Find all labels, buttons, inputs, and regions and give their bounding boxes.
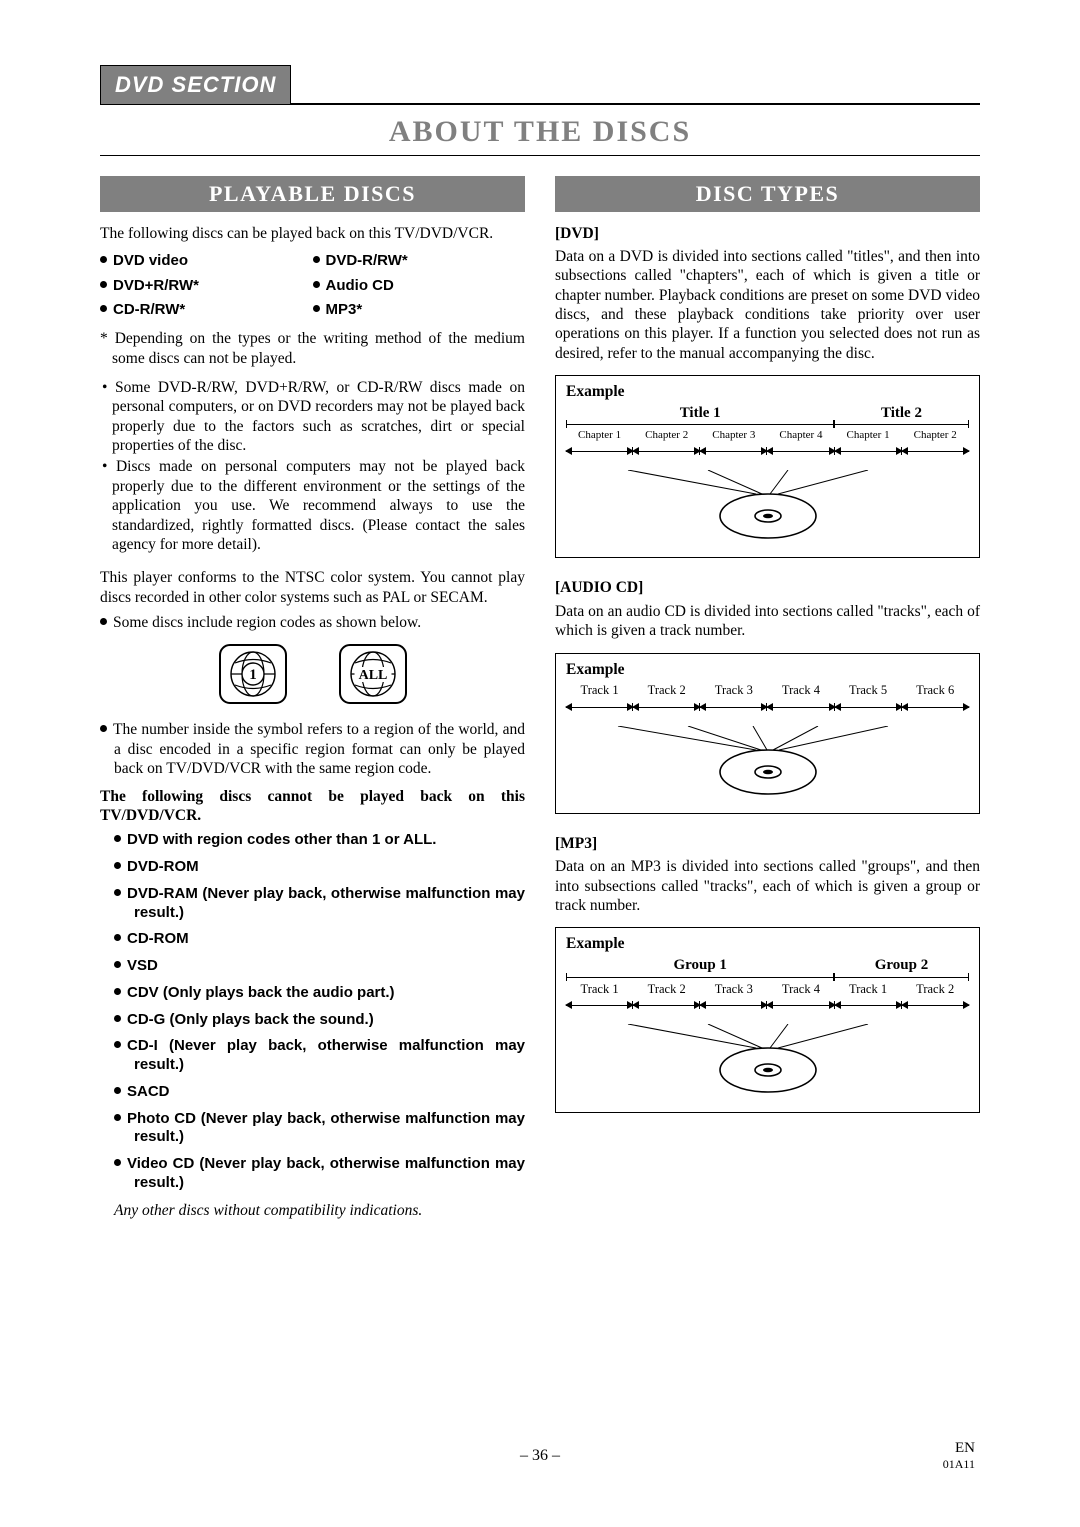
page-number: – 36 –	[0, 1447, 1080, 1465]
example-label: Example	[566, 660, 969, 679]
noplay-item: VSD	[100, 957, 525, 976]
dvd-head: [DVD]	[555, 224, 980, 243]
region-icon-all: ALL	[337, 642, 409, 706]
banner-playable: PLAYABLE DISCS	[100, 176, 525, 212]
track: Track 4	[767, 980, 834, 1007]
star-note: * Depending on the types or the writing …	[100, 329, 525, 368]
disc-icon	[578, 470, 958, 540]
caveat-list: Some DVD-R/RW, DVD+R/RW, or CD-R/RW disc…	[100, 378, 525, 554]
dvd-desc: Data on a DVD is divided into sections c…	[555, 247, 980, 363]
left-column: PLAYABLE DISCS The following discs can b…	[100, 176, 525, 1220]
noplay-item: CD-G (Only plays back the sound.)	[100, 1011, 525, 1030]
track: Track 1	[835, 980, 902, 1007]
mp3-head: [MP3]	[555, 834, 980, 853]
chapter: Chapter 1	[835, 427, 902, 452]
noplay-item: Video CD (Never play back, otherwise mal…	[100, 1155, 525, 1193]
list-item: CD-R/RW*	[100, 298, 313, 323]
noplay-item: DVD-RAM (Never play back, otherwise malf…	[100, 885, 525, 923]
mp3-desc: Data on an MP3 is divided into sections …	[555, 857, 980, 915]
lang-code: EN	[943, 1439, 975, 1457]
footer-right: EN 01A11	[943, 1439, 975, 1471]
svg-text:1: 1	[249, 667, 257, 683]
ntsc-note: This player conforms to the NTSC color s…	[100, 568, 525, 607]
group-header: Group 1	[566, 956, 834, 978]
noplay-item: CDV (Only plays back the audio part.)	[100, 984, 525, 1003]
chapter: Chapter 4	[767, 427, 834, 452]
track: Track 2	[902, 980, 969, 1007]
track: Track 1	[566, 980, 633, 1007]
cd-desc: Data on an audio CD is divided into sect…	[555, 602, 980, 641]
list-item: Audio CD	[313, 274, 526, 299]
caveat-item: Discs made on personal computers may not…	[100, 457, 525, 554]
number-note: The number inside the symbol refers to a…	[100, 720, 525, 778]
page-title: ABOUT THE DISCS	[100, 115, 980, 149]
example-label: Example	[566, 934, 969, 953]
noplay-item: DVD-ROM	[100, 858, 525, 877]
noplay-item: CD-I (Never play back, otherwise malfunc…	[100, 1037, 525, 1075]
cd-example: Example Track 1 Track 2 Track 3 Track 4 …	[555, 653, 980, 814]
banner-disctypes: DISC TYPES	[555, 176, 980, 212]
track: Track 3	[700, 681, 767, 708]
chapter: Chapter 3	[700, 427, 767, 452]
noplay-head: The following discs cannot be played bac…	[100, 787, 525, 826]
track: Track 4	[767, 681, 834, 708]
track: Track 1	[566, 681, 633, 708]
region-icon-1: 1	[217, 642, 289, 706]
page: DVD SECTION ABOUT THE DISCS PLAYABLE DIS…	[0, 0, 1080, 1527]
noplay-item: Photo CD (Never play back, otherwise mal…	[100, 1110, 525, 1148]
noplay-item: CD-ROM	[100, 930, 525, 949]
disc-icon	[578, 1024, 958, 1094]
cd-head: [AUDIO CD]	[555, 578, 980, 597]
list-item: DVD+R/RW*	[100, 274, 313, 299]
right-column: DISC TYPES [DVD] Data on a DVD is divide…	[555, 176, 980, 1220]
chapter: Chapter 2	[633, 427, 700, 452]
svg-text:ALL: ALL	[358, 668, 387, 683]
list-item: DVD-R/RW*	[313, 249, 526, 274]
track: Track 2	[633, 681, 700, 708]
track: Track 3	[700, 980, 767, 1007]
chapter: Chapter 2	[902, 427, 969, 452]
rule-thin	[100, 155, 980, 156]
group-header: Group 2	[834, 956, 968, 978]
list-item: MP3*	[313, 298, 526, 323]
track: Track 2	[633, 980, 700, 1007]
example-label: Example	[566, 382, 969, 401]
playable-list: DVD video DVD-R/RW* DVD+R/RW* Audio CD C…	[100, 249, 525, 323]
region-icons: 1 ALL	[100, 642, 525, 706]
section-tab: DVD SECTION	[100, 65, 291, 104]
chapter: Chapter 1	[566, 427, 633, 452]
noplay-item: SACD	[100, 1083, 525, 1102]
list-item: DVD video	[100, 249, 313, 274]
region-line: Some discs include region codes as shown…	[100, 613, 525, 632]
caveat-item: Some DVD-R/RW, DVD+R/RW, or CD-R/RW disc…	[100, 378, 525, 456]
disc-icon	[578, 726, 958, 796]
title-header: Title 2	[834, 404, 968, 426]
noplay-item: DVD with region codes other than 1 or AL…	[100, 831, 525, 850]
intro-text: The following discs can be played back o…	[100, 224, 525, 243]
mp3-example: Example Group 1 Group 2 Track 1 Track 2 …	[555, 927, 980, 1112]
dvd-example: Example Title 1 Title 2 Chapter 1 Chapte…	[555, 375, 980, 558]
italic-note: Any other discs without compatibility in…	[100, 1201, 525, 1220]
track: Track 6	[902, 681, 969, 708]
track: Track 5	[835, 681, 902, 708]
title-header: Title 1	[566, 404, 834, 426]
noplay-list: DVD with region codes other than 1 or AL…	[100, 831, 525, 1192]
doc-code: 01A11	[943, 1457, 975, 1471]
